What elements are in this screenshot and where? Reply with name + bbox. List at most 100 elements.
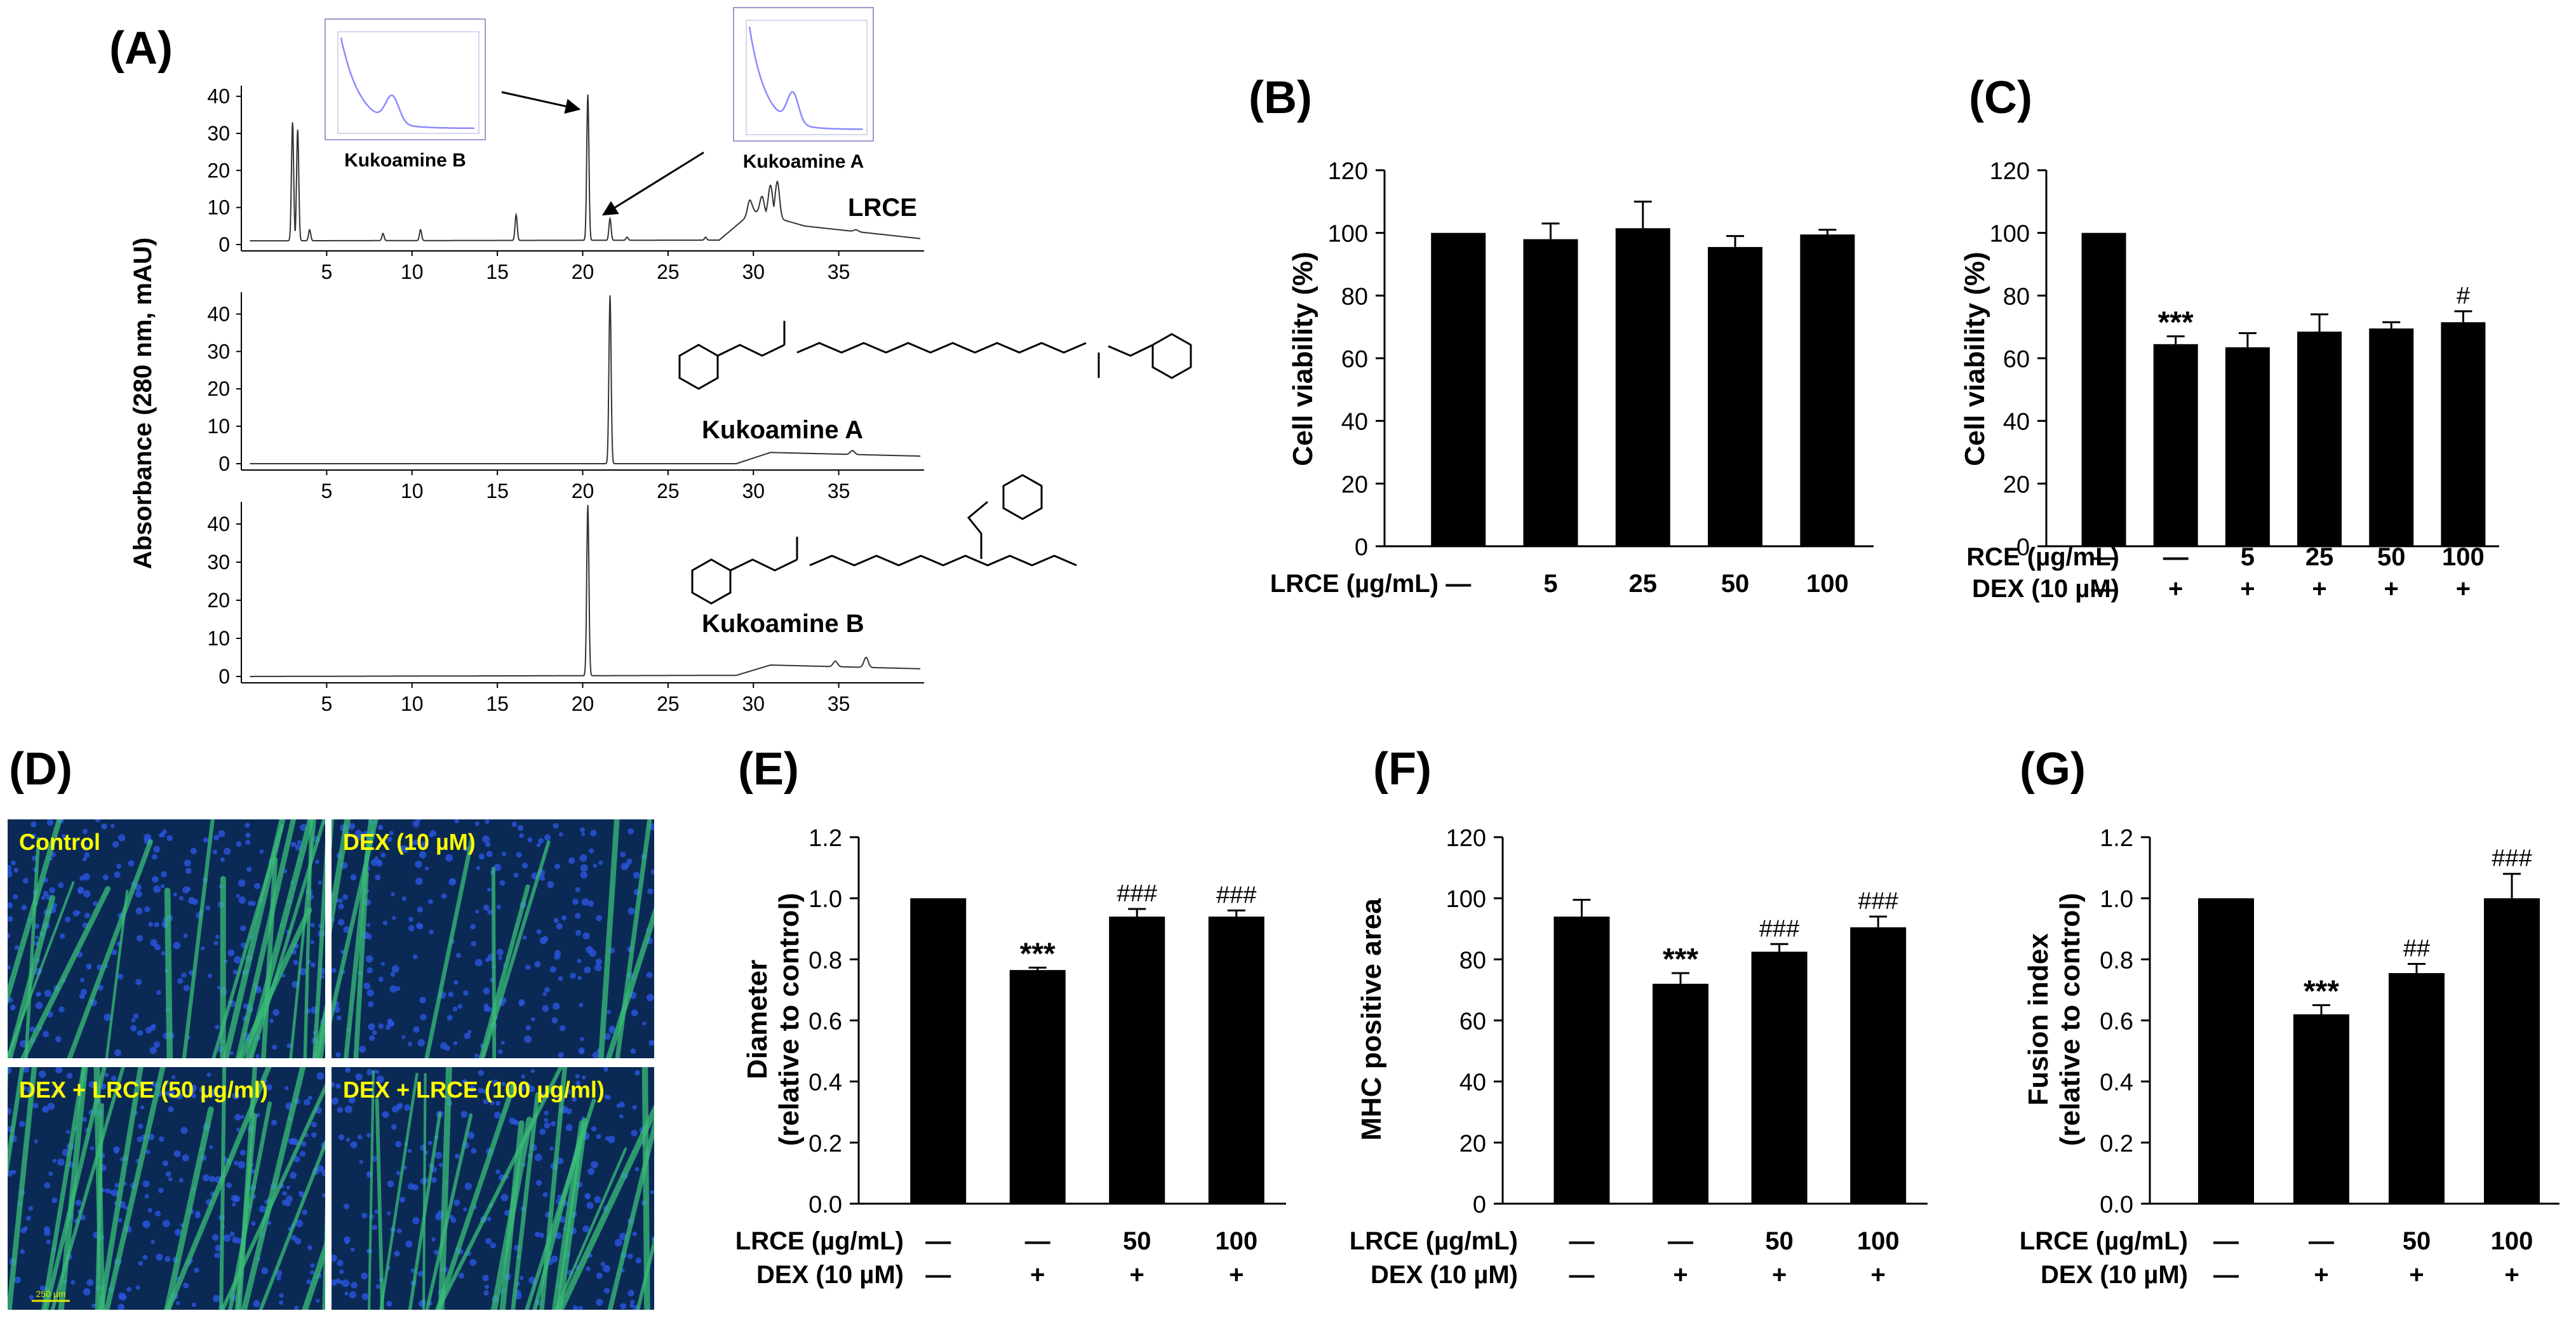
category-label: — bbox=[1025, 1227, 1050, 1255]
nucleus bbox=[453, 1041, 458, 1046]
panel-label-f: (F) bbox=[1373, 744, 1432, 795]
nucleus bbox=[335, 1278, 341, 1284]
nucleus bbox=[160, 884, 165, 889]
nucleus bbox=[470, 924, 476, 930]
nucleus bbox=[295, 1220, 304, 1228]
nucleus bbox=[294, 1305, 299, 1310]
nucleus bbox=[372, 1155, 378, 1162]
chromatogram-x-tick-label: 5 bbox=[321, 692, 332, 715]
nucleus bbox=[49, 887, 56, 894]
nucleus bbox=[445, 854, 453, 862]
nucleus bbox=[607, 1010, 612, 1014]
nucleus bbox=[301, 1141, 307, 1147]
nucleus bbox=[175, 1301, 180, 1305]
category-label: 100 bbox=[2491, 1227, 2533, 1255]
category-label: — bbox=[2091, 543, 2117, 571]
nucleus bbox=[152, 876, 159, 883]
y-tick-label: 0.0 bbox=[2100, 1192, 2133, 1218]
nucleus bbox=[148, 922, 154, 927]
bar-chart-b: 0 20 40 60 80 100 120 Cell viability (%) LRCE (µ… bbox=[1270, 158, 1874, 598]
chromatogram-x-tick-label: 25 bbox=[657, 692, 680, 715]
nucleus bbox=[285, 1201, 291, 1207]
myotube bbox=[525, 1098, 596, 1310]
nucleus bbox=[93, 901, 98, 906]
nucleus bbox=[51, 1197, 58, 1204]
nucleus bbox=[310, 922, 315, 927]
nucleus bbox=[453, 980, 459, 985]
y-tick-label: 0.2 bbox=[2100, 1131, 2133, 1157]
nucleus bbox=[355, 1073, 363, 1081]
chromatogram-x-tick-label: 10 bbox=[401, 692, 424, 715]
nucleus bbox=[454, 1153, 460, 1159]
myotube bbox=[8, 894, 56, 1058]
nucleus bbox=[650, 1190, 654, 1195]
chromatogram-x-tick-label: 20 bbox=[572, 692, 594, 715]
nucleus bbox=[524, 1035, 532, 1044]
nucleus bbox=[483, 987, 490, 995]
category-label: 100 bbox=[1857, 1227, 1900, 1255]
significance-marker: ## bbox=[2403, 936, 2430, 962]
category-label: + bbox=[2240, 575, 2255, 603]
category-label: + bbox=[1772, 1261, 1787, 1289]
nucleus bbox=[584, 1193, 591, 1199]
nucleus bbox=[111, 1189, 119, 1197]
nucleus bbox=[401, 896, 406, 901]
y-tick-label: 0.0 bbox=[808, 1192, 842, 1218]
y-tick-label: 40 bbox=[2003, 409, 2030, 436]
nucleus bbox=[286, 1195, 293, 1202]
myotube bbox=[641, 1067, 650, 1310]
bar bbox=[2225, 347, 2270, 546]
nucleus bbox=[354, 843, 359, 848]
nucleus bbox=[457, 1004, 463, 1009]
nucleus bbox=[288, 1138, 295, 1145]
nucleus bbox=[525, 964, 531, 970]
y-axis-title-line: Cell viability (%) bbox=[1287, 252, 1318, 466]
nucleus bbox=[173, 892, 177, 897]
nucleus bbox=[580, 827, 586, 833]
nucleus bbox=[168, 1106, 174, 1113]
nucleus bbox=[417, 906, 423, 913]
nucleus bbox=[154, 1210, 161, 1217]
nucleus bbox=[412, 1217, 420, 1225]
category-label: + bbox=[2168, 575, 2183, 603]
y-tick-label: 120 bbox=[1990, 158, 2030, 185]
nucleus bbox=[156, 1253, 163, 1261]
chromatogram-2: 0 10 20 30 40 5 10 15 20 25 30 35 bbox=[207, 502, 924, 715]
nucleus bbox=[166, 835, 173, 842]
nucleus bbox=[118, 834, 126, 842]
y-axis-title-line: Cell viability (%) bbox=[1959, 252, 1990, 466]
nucleus bbox=[345, 1137, 351, 1142]
nucleus bbox=[180, 1127, 188, 1134]
nucleus bbox=[299, 1150, 305, 1157]
bar bbox=[2441, 322, 2486, 546]
chromatogram-trace bbox=[250, 504, 921, 677]
nucleus bbox=[619, 1114, 624, 1119]
y-tick-label: 0.8 bbox=[808, 947, 842, 974]
nucleus bbox=[401, 1035, 406, 1039]
nucleus bbox=[144, 833, 152, 842]
nucleus bbox=[467, 1131, 475, 1140]
micrograph-content bbox=[332, 819, 654, 1058]
nucleus bbox=[630, 1048, 636, 1054]
nucleus bbox=[165, 1171, 171, 1177]
nucleus bbox=[21, 905, 27, 911]
nucleus bbox=[20, 1249, 25, 1254]
y-tick-label: 120 bbox=[1328, 158, 1368, 185]
chromatogram-x-tick-label: 10 bbox=[401, 260, 424, 283]
nucleus bbox=[140, 1105, 145, 1110]
chromatogram-y-tick-label: 40 bbox=[207, 302, 230, 325]
category-label: 25 bbox=[2305, 543, 2334, 571]
nucleus bbox=[55, 1036, 62, 1042]
nucleus bbox=[387, 837, 392, 842]
nucleus bbox=[311, 1121, 317, 1127]
nucleus bbox=[35, 935, 39, 940]
nucleus bbox=[29, 1295, 34, 1300]
row-label: DEX (10 µM) bbox=[756, 1261, 904, 1289]
category-label: — bbox=[925, 1227, 951, 1255]
nucleus bbox=[232, 1202, 236, 1207]
nucleus bbox=[539, 875, 546, 881]
myotube bbox=[425, 1113, 473, 1310]
nucleus bbox=[234, 1113, 241, 1121]
y-tick-label: 40 bbox=[1341, 409, 1368, 436]
